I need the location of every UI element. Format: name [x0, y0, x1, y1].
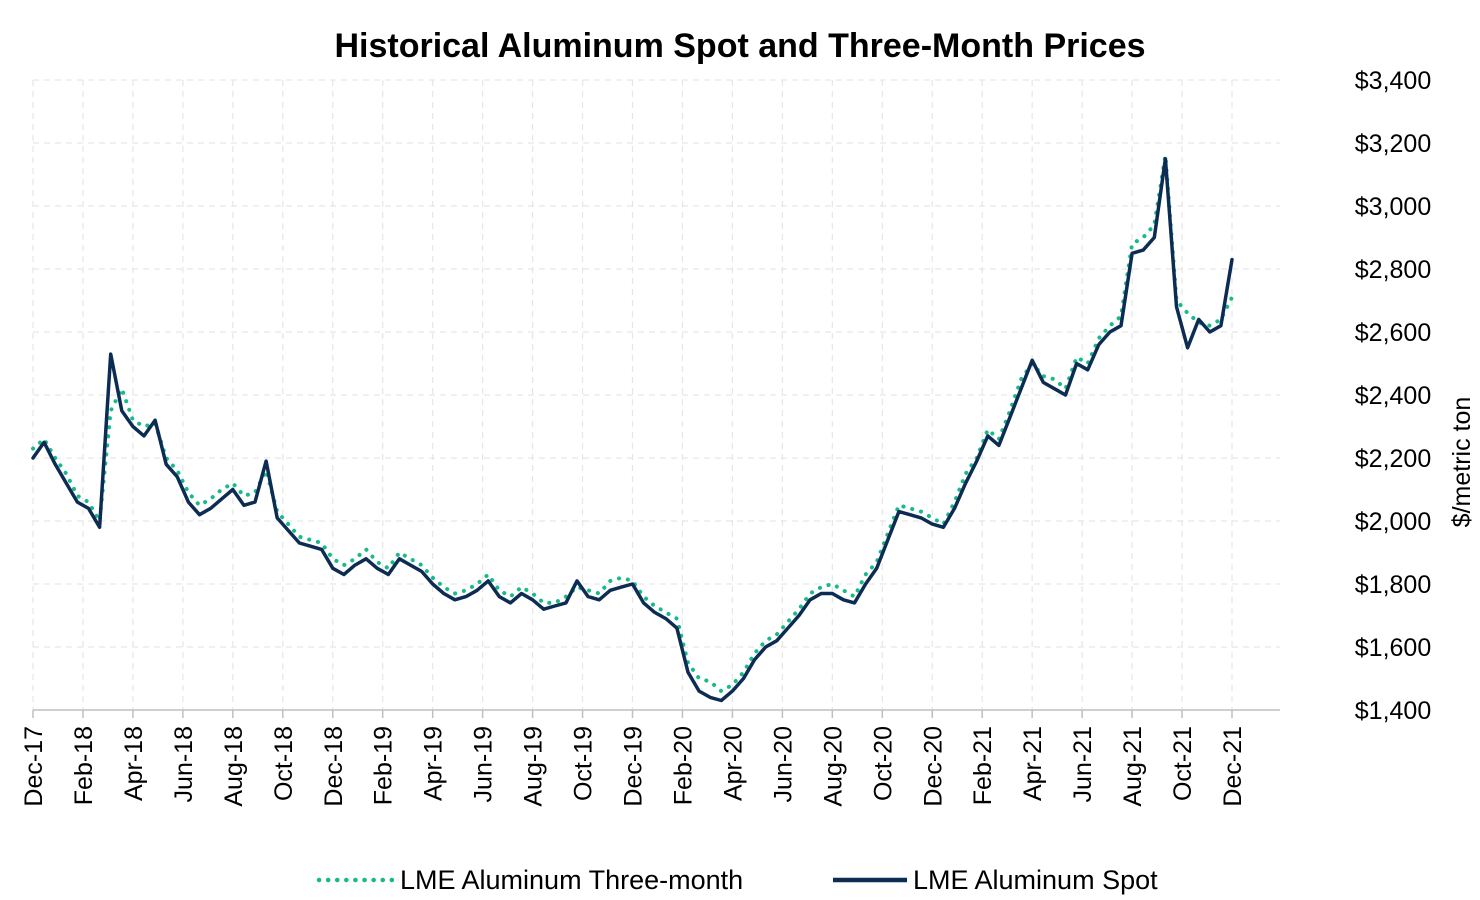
- legend-label-three-month: LME Aluminum Three-month: [400, 865, 743, 895]
- x-tick-label: Dec-20: [919, 726, 947, 807]
- y-tick-label: $2,800: [1355, 256, 1431, 284]
- x-tick-label: Apr-18: [120, 726, 148, 801]
- chart-title: Historical Aluminum Spot and Three-Month…: [334, 27, 1145, 65]
- axis-layer: $1,400 $1,600 $1,800 $2,000 $2,200 $2,400 $2,6…: [20, 67, 1431, 807]
- x-tick-label: Oct-20: [869, 726, 897, 801]
- y-axis-label: $/metric ton: [1448, 397, 1476, 528]
- y-tick-label: $1,600: [1355, 634, 1431, 662]
- x-tick-label: Apr-19: [420, 726, 448, 801]
- y-tick-label: $1,800: [1355, 571, 1431, 599]
- x-tick-label: Feb-18: [70, 726, 98, 805]
- x-tick-label: Feb-21: [969, 726, 997, 805]
- y-tick-label: $2,600: [1355, 319, 1431, 347]
- x-tick-label: Oct-21: [1169, 726, 1197, 801]
- x-tick-label: Jun-21: [1069, 726, 1097, 802]
- legend-label-spot: LME Aluminum Spot: [913, 865, 1158, 895]
- x-tick-label: Feb-20: [669, 726, 697, 805]
- series-line-spot: [31, 157, 1234, 703]
- x-tick-label: Apr-20: [719, 726, 747, 801]
- x-tick-label: Dec-17: [20, 726, 48, 807]
- x-tick-label: Oct-18: [270, 726, 298, 801]
- grid-layer: [32, 79, 1280, 710]
- series-layer: [31, 153, 1234, 703]
- y-tick-label: $3,400: [1355, 67, 1431, 95]
- x-tick-label: Oct-19: [570, 726, 598, 801]
- x-tick-label: Aug-21: [1119, 726, 1147, 807]
- y-tick-label: $1,400: [1355, 697, 1431, 725]
- x-tick-label: Jun-19: [470, 726, 498, 802]
- x-tick-label: Apr-21: [1019, 726, 1047, 801]
- y-tick-label: $2,200: [1355, 445, 1431, 473]
- x-tick-label: Jun-18: [170, 726, 198, 802]
- y-tick-label: $3,000: [1355, 193, 1431, 221]
- x-tick-label: Aug-19: [520, 726, 548, 807]
- y-tick-label: $3,200: [1355, 130, 1431, 158]
- x-tick-label: Dec-18: [320, 726, 348, 807]
- x-tick-label: Feb-19: [370, 726, 398, 805]
- x-tick-label: Dec-21: [1219, 726, 1247, 807]
- x-tick-label: Dec-19: [620, 726, 648, 807]
- x-tick-label: Aug-18: [220, 726, 248, 807]
- y-tick-label: $2,400: [1355, 382, 1431, 410]
- y-tick-label: $2,000: [1355, 508, 1431, 536]
- x-tick-label: Jun-20: [769, 726, 797, 802]
- legend: LME Aluminum Three-month LME Aluminum Sp…: [316, 865, 1158, 895]
- x-tick-label: Aug-20: [819, 726, 847, 807]
